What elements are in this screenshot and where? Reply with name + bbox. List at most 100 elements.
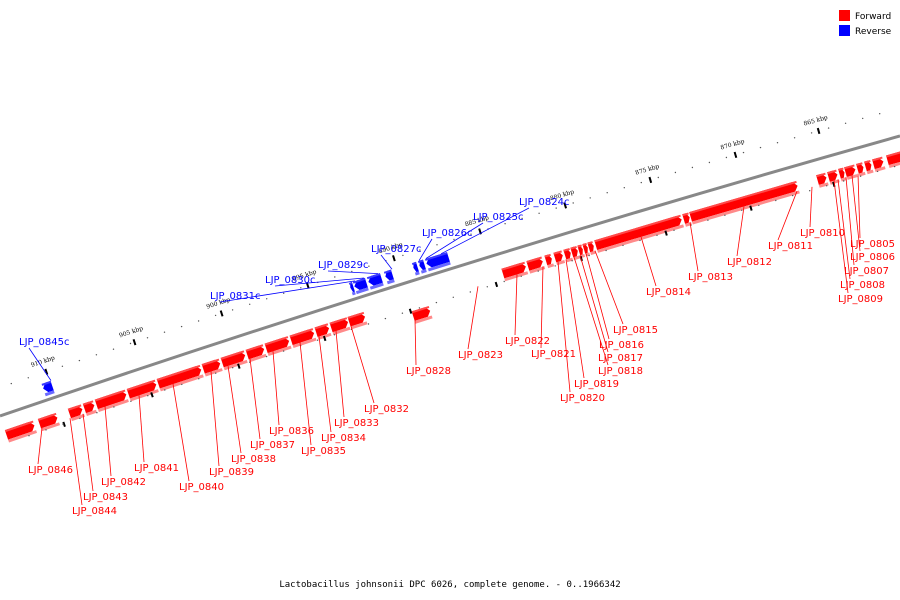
gene-shadow (504, 271, 529, 282)
minor-tick (78, 359, 81, 362)
gene-label: LJP_0826c (422, 228, 473, 239)
gene-arrow-shape (689, 182, 798, 222)
gene-highlight (872, 156, 883, 162)
gene-label: LJP_0816 (599, 340, 644, 351)
gene-arrow-shape (587, 241, 594, 253)
leader-line (172, 383, 190, 482)
minor-tick (146, 337, 149, 339)
gene-label: LJP_0835 (301, 446, 346, 457)
gene-ljp-0815 (587, 241, 597, 256)
minor-tick (691, 166, 694, 169)
gene-ljp-0837 (245, 344, 267, 363)
minor-tick (453, 238, 455, 241)
leader-line (274, 277, 365, 287)
gene-label: LJP_0844 (72, 506, 117, 517)
minor-tick (402, 254, 404, 257)
minor-tick (862, 117, 864, 120)
gene-shadow (386, 279, 395, 285)
gene-shadow (129, 389, 159, 402)
minor-tick (300, 287, 302, 289)
leader-line (82, 413, 94, 492)
gene-ljp-0829c (366, 273, 384, 290)
gene-highlight (594, 214, 681, 243)
leader-line (380, 254, 393, 270)
minor-tick (793, 137, 796, 139)
minor-tick (538, 212, 540, 214)
gene-shadow (292, 337, 317, 348)
leader-line (833, 180, 849, 294)
minor-tick (827, 127, 830, 129)
tick-label: 870 kbp (720, 138, 746, 152)
gene-ljp-0810 (827, 169, 840, 185)
gene-highlight (544, 253, 551, 258)
gene-ljp-0832 (347, 311, 368, 330)
gene-shadow (44, 390, 55, 397)
gene-highlight (220, 350, 245, 360)
gene-arrow-shape (4, 421, 35, 440)
gene-highlight (864, 159, 871, 164)
gene-label: LJP_0834 (321, 433, 366, 444)
leader-line (594, 250, 624, 325)
gene-shadow (420, 269, 427, 274)
gene-label: LJP_0831c (210, 291, 261, 302)
gene-arrow-shape (563, 248, 571, 260)
gene-arrow-shape (682, 213, 690, 224)
minor-tick (639, 239, 641, 242)
leader-line (857, 173, 861, 239)
legend-swatch-reverse (839, 25, 850, 36)
tick-mark (132, 339, 137, 346)
gene-arrow-shape (582, 243, 588, 254)
minor-tick (470, 233, 472, 235)
gene-arrow-shape (864, 160, 872, 172)
gene-ljp-0817 (577, 244, 586, 259)
gene-arrow-shape (264, 337, 290, 354)
gene-highlight (827, 169, 837, 175)
gene-shadow (414, 271, 420, 276)
leader-line (837, 179, 851, 280)
gene-arrow-shape (577, 244, 583, 256)
gene-label: LJP_0822 (505, 336, 550, 347)
gene-shadow (351, 291, 356, 296)
gene-highlight (264, 336, 289, 346)
minor-tick (28, 435, 30, 437)
gene-ljp-0840 (156, 364, 204, 392)
gene-ljp-0820 (553, 250, 566, 266)
tick-label: 905 kbp (118, 325, 144, 339)
gene-arrow-shape (156, 366, 202, 389)
gene-label: LJP_0829c (318, 260, 369, 271)
gene-label: LJP_0837 (250, 440, 295, 451)
gene-ljp-0839 (201, 358, 223, 377)
gene-label: LJP_0842 (101, 477, 146, 488)
gene-highlight (587, 241, 593, 245)
minor-tick (486, 286, 488, 288)
minor-tick (623, 187, 625, 189)
gene-highlight (553, 250, 562, 255)
gene-ljp-0831c (348, 282, 356, 296)
gene-shadow (41, 422, 60, 432)
gene-label: LJP_0807 (844, 266, 889, 277)
minor-tick (198, 378, 200, 380)
gene-label: LJP_0817 (598, 353, 643, 364)
gene-ljp-0805 (872, 156, 886, 172)
minor-tick (520, 275, 522, 277)
minor-tick (708, 161, 711, 164)
minor-tick (419, 249, 421, 251)
gene-ljp-0827c (383, 269, 395, 285)
gene-label: LJP_0814 (646, 287, 691, 298)
gene-highlight (126, 379, 156, 391)
gene-ljp-0821 (544, 253, 555, 269)
minor-tick (622, 244, 624, 247)
gene-arrow-shape (126, 380, 157, 399)
minor-tick (316, 339, 319, 341)
minor-tick (129, 342, 132, 345)
gene-highlight (352, 277, 366, 284)
leader-line (425, 222, 484, 259)
minor-tick (843, 180, 845, 182)
leader-line (414, 319, 417, 366)
leader-line (318, 336, 332, 433)
gene-shadow (840, 177, 847, 182)
gene-highlight (844, 164, 855, 170)
gene-highlight (383, 269, 392, 274)
gene-shadow (223, 359, 248, 371)
